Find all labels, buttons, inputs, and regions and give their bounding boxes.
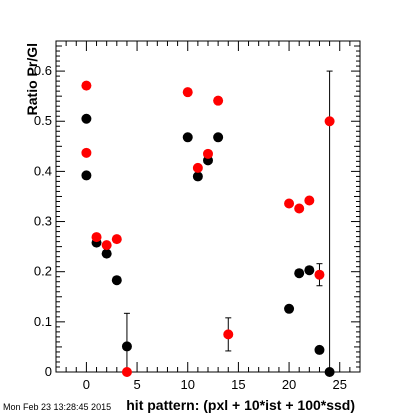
data-point bbox=[182, 87, 193, 98]
data-point bbox=[81, 170, 92, 181]
data-point bbox=[304, 195, 315, 206]
x-tick-label: 5 bbox=[133, 377, 140, 392]
plot-border bbox=[55, 40, 361, 373]
y-tick-label: 0.1 bbox=[34, 314, 52, 329]
data-point bbox=[203, 148, 213, 159]
y-tick-label: 0.6 bbox=[34, 63, 52, 78]
y-tick-label: 0.5 bbox=[34, 113, 52, 128]
y-tick-label: 0.4 bbox=[34, 163, 52, 178]
data-point bbox=[111, 234, 122, 245]
data-point bbox=[213, 95, 224, 106]
data-point bbox=[314, 344, 325, 355]
data-point bbox=[294, 268, 305, 279]
data-point bbox=[192, 162, 203, 173]
data-point bbox=[324, 116, 335, 127]
y-tick-label: 0 bbox=[45, 364, 52, 379]
x-axis: 0 5 10 15 20 25 bbox=[55, 41, 361, 392]
data-point bbox=[192, 171, 203, 182]
data-point bbox=[111, 275, 122, 286]
data-point bbox=[101, 248, 112, 259]
error-bars bbox=[123, 70, 333, 372]
data-point bbox=[81, 113, 92, 124]
timestamp-label: Mon Feb 23 13:28:45 2015 bbox=[3, 402, 111, 412]
data-point bbox=[91, 232, 102, 243]
y-tick-label: 0.2 bbox=[34, 264, 52, 279]
plot-frame bbox=[55, 40, 361, 373]
data-point bbox=[284, 198, 295, 209]
x-tick-label: 10 bbox=[180, 377, 194, 392]
x-axis-title: hit pattern: (pxl + 10*ist + 100*ssd) bbox=[126, 397, 355, 413]
data-point bbox=[182, 132, 193, 143]
data-point bbox=[121, 367, 132, 377]
data-point bbox=[81, 80, 92, 91]
x-tick-label: 0 bbox=[83, 377, 90, 392]
data-point bbox=[314, 269, 325, 280]
data-point bbox=[304, 265, 315, 276]
x-tick-label: 25 bbox=[332, 377, 346, 392]
x-tick-label: 20 bbox=[282, 377, 296, 392]
data-point bbox=[223, 329, 234, 340]
y-axis: 0 0.1 0.2 0.3 0.4 0.5 0.6 bbox=[34, 40, 360, 379]
x-tick-label: 15 bbox=[231, 377, 245, 392]
data-point bbox=[213, 132, 224, 143]
data-point bbox=[81, 147, 92, 158]
data-point bbox=[324, 367, 335, 377]
data-point bbox=[294, 203, 305, 214]
y-tick-label: 0.3 bbox=[34, 214, 52, 229]
y-axis-title: Ratio Pr/Gl bbox=[24, 43, 40, 115]
data-point bbox=[284, 303, 295, 314]
data-point bbox=[121, 341, 132, 352]
data-point bbox=[101, 240, 112, 251]
data-points bbox=[81, 80, 335, 377]
